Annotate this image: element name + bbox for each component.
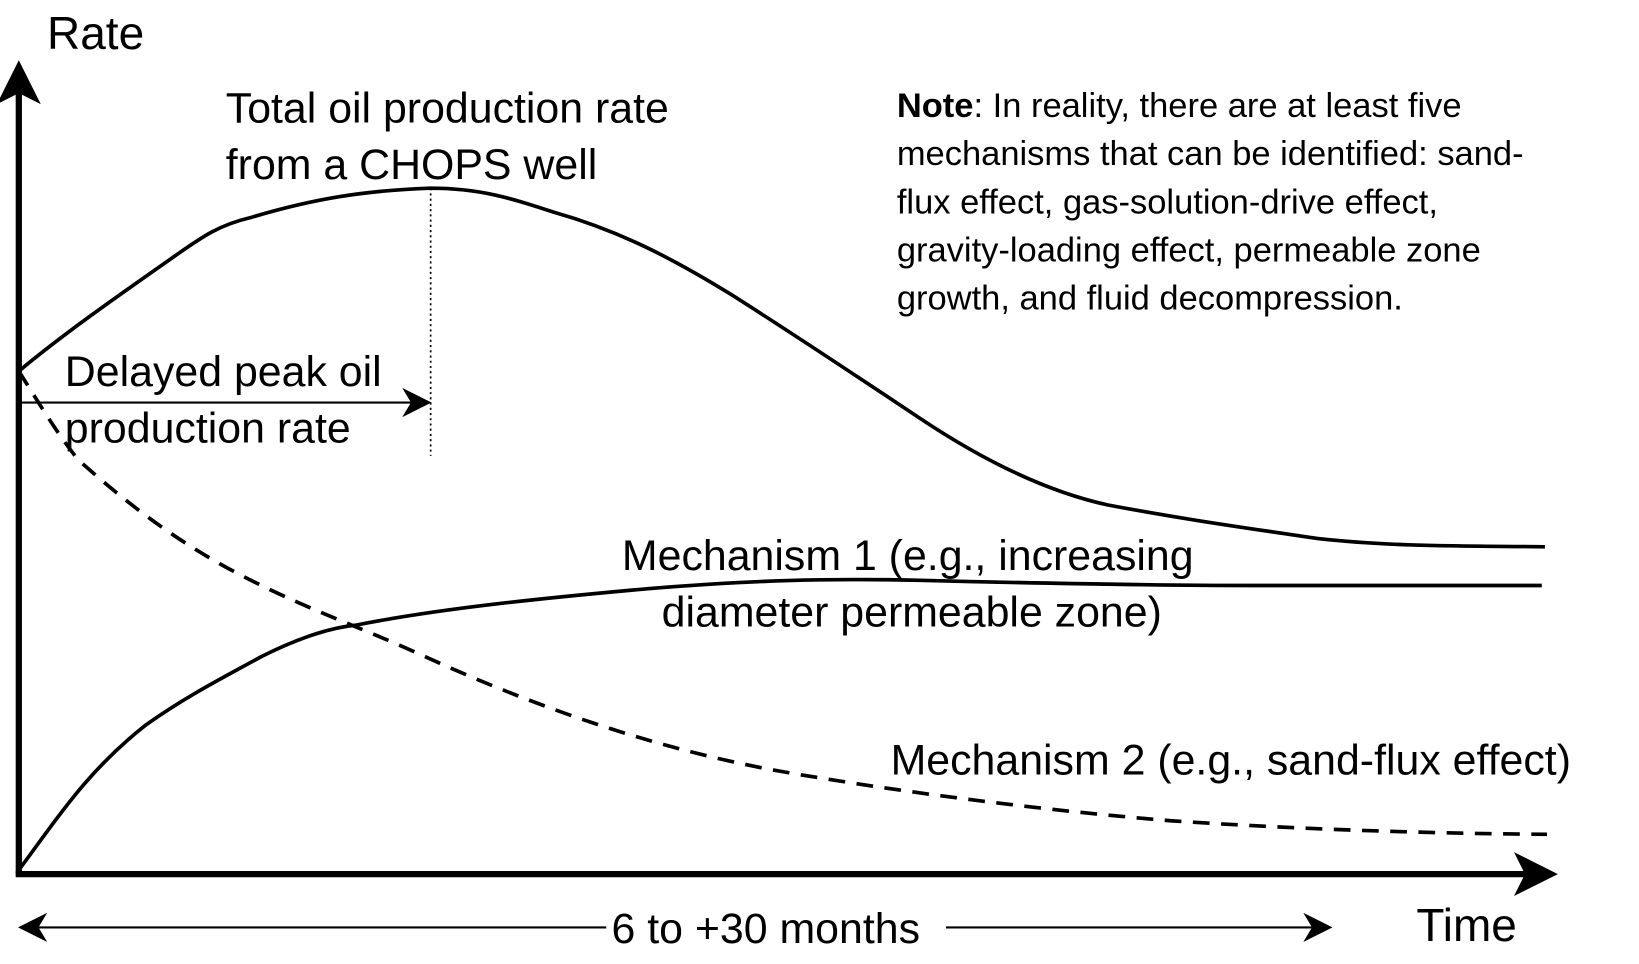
y-axis-label: Rate [47,7,144,59]
note-line-5: growth, and fluid decompression. [897,279,1403,317]
duration-label: 6 to +30 months [611,905,920,953]
mechanism-1-label-line1: Mechanism 1 (e.g., increasing [622,532,1194,580]
delayed-peak-label-line1: Delayed peak oil [65,348,382,396]
mechanism-2-label: Mechanism 2 (e.g., sand-flux effect) [891,737,1571,785]
note-line-3: flux effect, gas-solution-drive effect, [897,183,1438,221]
note-bold-label: Note [897,87,974,125]
note-line-2: mechanisms that can be identified: sand- [897,135,1524,173]
mechanism-1-label-line2: diameter permeable zone) [662,588,1162,636]
total-production-label-line2: from a CHOPS well [226,141,597,189]
total-production-curve [17,186,1545,549]
mechanism-2-curve [17,370,1548,837]
x-axis-label: Time [1416,899,1516,951]
delayed-peak-label-line2: production rate [65,404,351,452]
note-line-1-rest: : In reality, there are at least five [973,87,1461,125]
mechanism-1-curve [17,577,1542,872]
note-line-4: gravity-loading effect, permeable zone [897,231,1481,269]
note-line-1: Note: In reality, there are at least fiv… [897,87,1462,125]
total-production-label-line1: Total oil production rate [226,84,669,132]
